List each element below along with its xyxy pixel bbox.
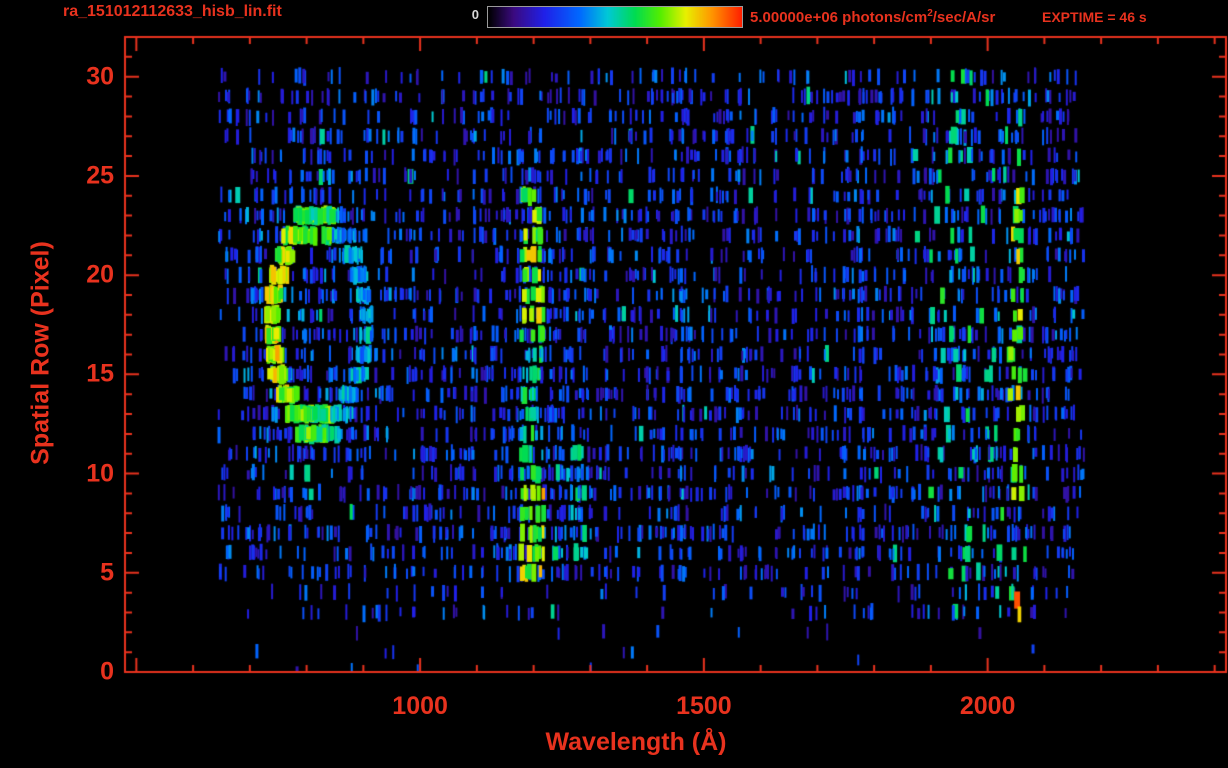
x-tick-label: 1000 bbox=[392, 692, 448, 720]
y-tick-label: 30 bbox=[86, 62, 114, 91]
exptime-label: EXPTIME = 46 s bbox=[1042, 9, 1147, 25]
colorbar-min-label: 0 bbox=[471, 7, 479, 22]
y-tick-label: 25 bbox=[86, 161, 114, 190]
colorbar-max-superscript: 2 bbox=[927, 8, 933, 19]
colorbar-gradient bbox=[487, 6, 743, 28]
colorbar-max-label: 5.00000e+06 photons/cm2/sec/A/sr bbox=[750, 8, 995, 26]
x-tick-label: 1500 bbox=[676, 692, 732, 720]
x-tick-label: 2000 bbox=[959, 692, 1016, 720]
y-tick-label: 10 bbox=[86, 459, 114, 488]
y-tick-label: 0 bbox=[100, 657, 114, 686]
y-tick-label: 5 bbox=[100, 558, 114, 587]
y-tick-label: 15 bbox=[86, 359, 114, 388]
y-tick-label: 20 bbox=[86, 260, 114, 289]
y-axis-title: Spatial Row (Pixel) bbox=[26, 241, 55, 465]
colorbar-max-units: /sec/A/sr bbox=[932, 9, 996, 26]
filename-title: ra_151012112633_hisb_lin.fit bbox=[63, 3, 282, 20]
colorbar-max-text: 5.00000e+06 photons/cm bbox=[750, 9, 928, 26]
x-axis-title: Wavelength (Å) bbox=[545, 728, 727, 756]
